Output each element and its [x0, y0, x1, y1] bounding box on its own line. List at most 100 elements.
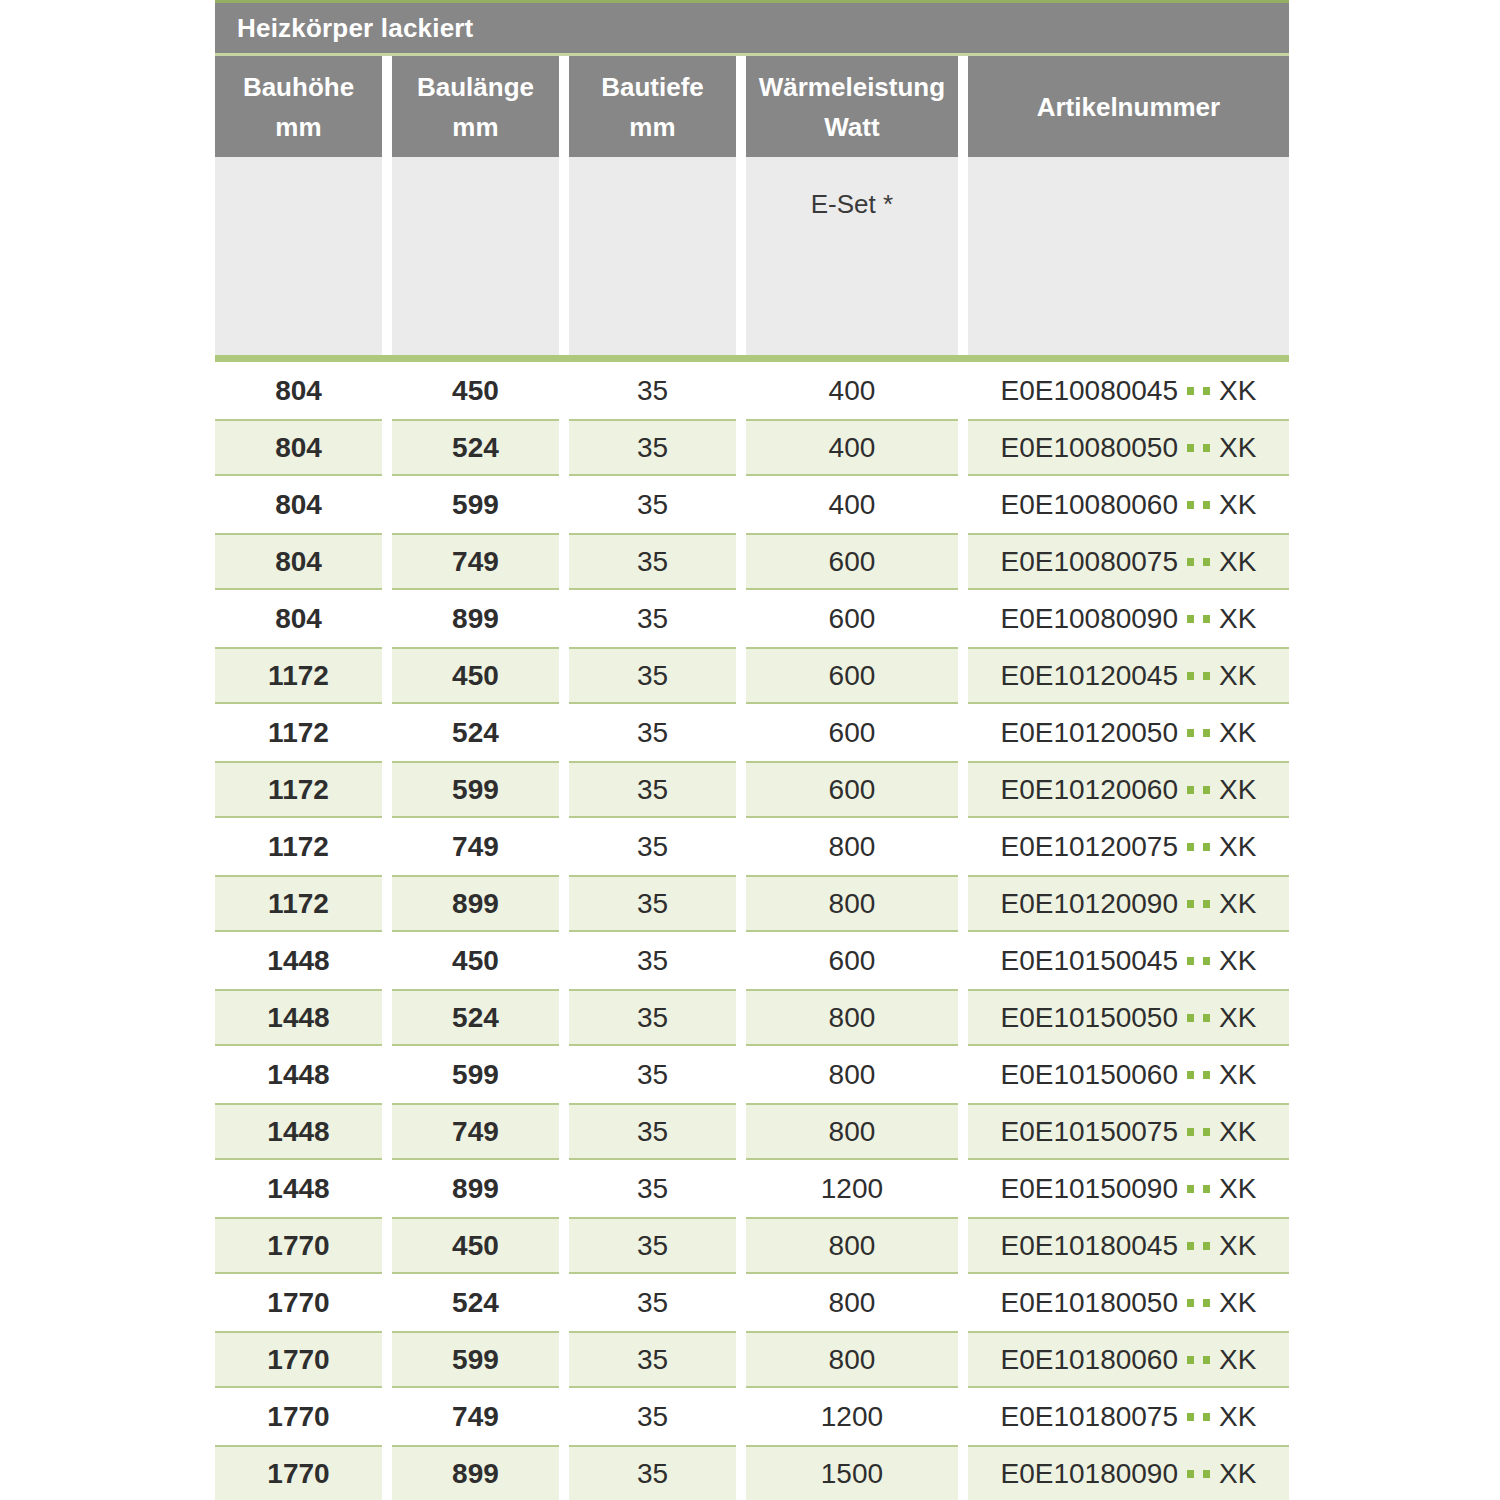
- table-row: 144852435800E0E10150050XK: [215, 989, 1289, 1046]
- table-row: 144859935800E0E10150060XK: [215, 1046, 1289, 1103]
- article-separator-dot: [1187, 729, 1194, 737]
- article-number-prefix: E0E10180075: [1001, 1401, 1179, 1433]
- cell-waermeleistung: 800: [746, 818, 958, 875]
- article-separator-dot: [1203, 1128, 1210, 1136]
- cell-artikelnummer: E0E10150045XK: [968, 932, 1289, 989]
- cell-bauhoehe: 1172: [215, 647, 382, 704]
- cell-waermeleistung: 800: [746, 1217, 958, 1274]
- cell-artikelnummer: E0E10180060XK: [968, 1331, 1289, 1388]
- subheader-cell-baulaenge: [392, 157, 559, 355]
- cell-artikelnummer: E0E10080090XK: [968, 590, 1289, 647]
- article-number-prefix: E0E10120060: [1001, 774, 1179, 806]
- article-number-suffix: XK: [1219, 1116, 1256, 1148]
- cell-waermeleistung: 600: [746, 533, 958, 590]
- table-row: 144845035600E0E10150045XK: [215, 932, 1289, 989]
- article-number-prefix: E0E10150060: [1001, 1059, 1179, 1091]
- article-number-suffix: XK: [1219, 1059, 1256, 1091]
- cell-bautiefe: 35: [569, 1331, 736, 1388]
- cell-waermeleistung: 600: [746, 761, 958, 818]
- article-separator-dot: [1187, 843, 1194, 851]
- cell-bautiefe: 35: [569, 875, 736, 932]
- cell-bauhoehe: 1448: [215, 1160, 382, 1217]
- cell-baulaenge: 749: [392, 818, 559, 875]
- column-header-waermeleistung: WärmeleistungWatt: [746, 56, 958, 157]
- subheader-row: E-Set *: [215, 157, 1289, 355]
- column-header-bauhoehe: Bauhöhemm: [215, 56, 382, 157]
- table-row: 177059935800E0E10180060XK: [215, 1331, 1289, 1388]
- column-header-unit: mm: [629, 107, 675, 147]
- article-separator-dot: [1203, 615, 1210, 623]
- article-number-suffix: XK: [1219, 1230, 1256, 1262]
- article-separator-dot: [1203, 1014, 1210, 1022]
- cell-artikelnummer: E0E10150090XK: [968, 1160, 1289, 1217]
- cell-bautiefe: 35: [569, 419, 736, 476]
- cell-bauhoehe: 1172: [215, 818, 382, 875]
- article-number-prefix: E0E10120090: [1001, 888, 1179, 920]
- article-separator-dot: [1203, 672, 1210, 680]
- article-separator-dot: [1203, 1356, 1210, 1364]
- table-title: Heizkörper lackiert: [237, 13, 473, 44]
- article-number-suffix: XK: [1219, 375, 1256, 407]
- cell-bauhoehe: 1770: [215, 1331, 382, 1388]
- cell-artikelnummer: E0E10180090XK: [968, 1445, 1289, 1500]
- cell-bautiefe: 35: [569, 761, 736, 818]
- article-number-prefix: E0E10080075: [1001, 546, 1179, 578]
- cell-baulaenge: 450: [392, 1217, 559, 1274]
- cell-waermeleistung: 1200: [746, 1388, 958, 1445]
- article-separator-dot: [1203, 1470, 1210, 1478]
- subheader-cell-bautiefe: [569, 157, 736, 355]
- cell-artikelnummer: E0E10150075XK: [968, 1103, 1289, 1160]
- cell-waermeleistung: 800: [746, 989, 958, 1046]
- cell-baulaenge: 749: [392, 1103, 559, 1160]
- cell-bautiefe: 35: [569, 1103, 736, 1160]
- cell-waermeleistung: 800: [746, 1046, 958, 1103]
- cell-waermeleistung: 400: [746, 362, 958, 419]
- article-separator-dot: [1203, 1299, 1210, 1307]
- article-number-suffix: XK: [1219, 717, 1256, 749]
- article-separator-dot: [1203, 1185, 1210, 1193]
- cell-bautiefe: 35: [569, 989, 736, 1046]
- cell-bauhoehe: 1448: [215, 1046, 382, 1103]
- cell-bauhoehe: 804: [215, 476, 382, 533]
- article-separator-dot: [1187, 1014, 1194, 1022]
- cell-artikelnummer: E0E10120050XK: [968, 704, 1289, 761]
- table-row: 117259935600E0E10120060XK: [215, 761, 1289, 818]
- article-number-suffix: XK: [1219, 1458, 1256, 1490]
- article-number-suffix: XK: [1219, 831, 1256, 863]
- subheader-cell-artikelnummer: [968, 157, 1289, 355]
- cell-bautiefe: 35: [569, 1388, 736, 1445]
- cell-waermeleistung: 400: [746, 419, 958, 476]
- cell-bautiefe: 35: [569, 1160, 736, 1217]
- cell-artikelnummer: E0E10120060 XK: [968, 761, 1289, 818]
- article-separator-dot: [1187, 1356, 1194, 1364]
- article-separator-dot: [1187, 501, 1194, 509]
- radiator-spec-table: Heizkörper lackiert BauhöhemmBaulängemmB…: [215, 0, 1289, 1500]
- cell-bautiefe: 35: [569, 362, 736, 419]
- cell-artikelnummer: E0E10080050 XK: [968, 419, 1289, 476]
- article-separator-dot: [1187, 1071, 1194, 1079]
- cell-bauhoehe: 1770: [215, 1217, 382, 1274]
- cell-baulaenge: 599: [392, 1331, 559, 1388]
- column-header-label: Baulänge: [417, 67, 534, 107]
- cell-artikelnummer: E0E10120045XK: [968, 647, 1289, 704]
- article-separator-dot: [1203, 900, 1210, 908]
- article-separator-dot: [1203, 729, 1210, 737]
- cell-bautiefe: 35: [569, 1217, 736, 1274]
- cell-baulaenge: 450: [392, 362, 559, 419]
- table-row: 117274935800E0E10120075XK: [215, 818, 1289, 875]
- article-number-prefix: E0E10120075: [1001, 831, 1179, 863]
- table-body: 80445035400E0E10080045XK80452435400E0E10…: [215, 362, 1289, 1500]
- cell-baulaenge: 899: [392, 875, 559, 932]
- cell-baulaenge: 599: [392, 761, 559, 818]
- column-header-unit: Watt: [824, 107, 879, 147]
- cell-artikelnummer: E0E10180075XK: [968, 1388, 1289, 1445]
- article-number-prefix: E0E10080050: [1001, 432, 1179, 464]
- article-number-suffix: XK: [1219, 774, 1256, 806]
- cell-artikelnummer: E0E10180045XK: [968, 1217, 1289, 1274]
- table-row: 117245035600E0E10120045XK: [215, 647, 1289, 704]
- cell-bauhoehe: 1448: [215, 989, 382, 1046]
- article-separator-dot: [1187, 672, 1194, 680]
- article-separator-dot: [1187, 1128, 1194, 1136]
- article-number-suffix: XK: [1219, 432, 1256, 464]
- cell-waermeleistung: 800: [746, 875, 958, 932]
